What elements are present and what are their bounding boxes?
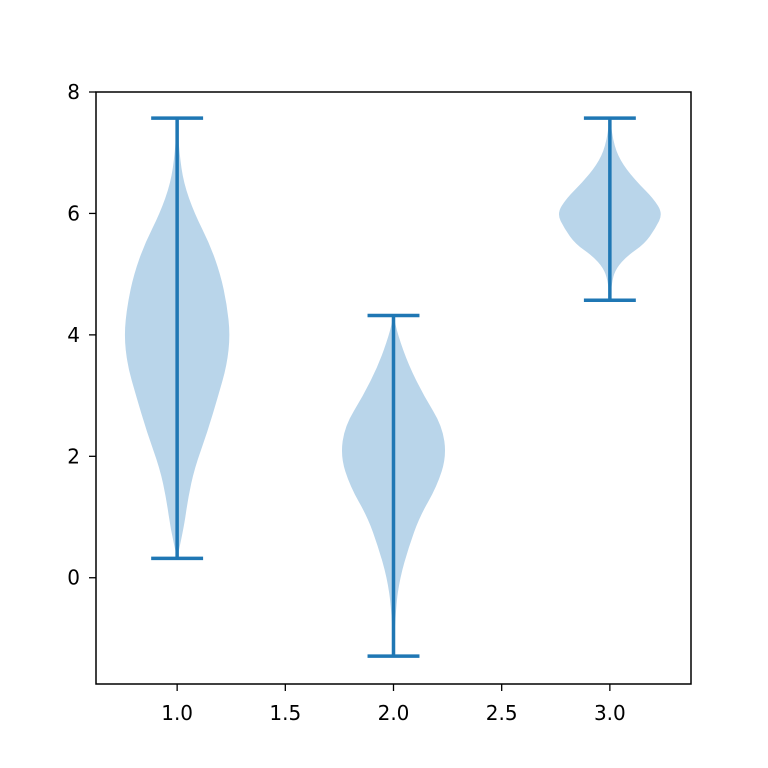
x-axis-ticks: 1.0 1.5 2.0 2.5 3.0: [161, 684, 626, 725]
x-tick-label: 2.5: [486, 701, 518, 725]
x-tick-label: 1.0: [161, 701, 193, 725]
violin-3: [558, 116, 661, 303]
violin-1: [124, 116, 230, 561]
violins: [124, 116, 661, 658]
violin-2: [341, 313, 446, 658]
x-tick-label: 2.0: [378, 701, 410, 725]
y-tick-label: 6: [67, 201, 80, 225]
y-tick-label: 2: [67, 444, 80, 468]
y-axis-ticks: 0 2 4 6 8: [67, 80, 96, 590]
y-tick-label: 0: [67, 566, 80, 590]
y-tick-label: 4: [67, 323, 80, 347]
x-tick-label: 1.5: [269, 701, 301, 725]
y-tick-label: 8: [67, 80, 80, 104]
x-tick-label: 3.0: [594, 701, 626, 725]
